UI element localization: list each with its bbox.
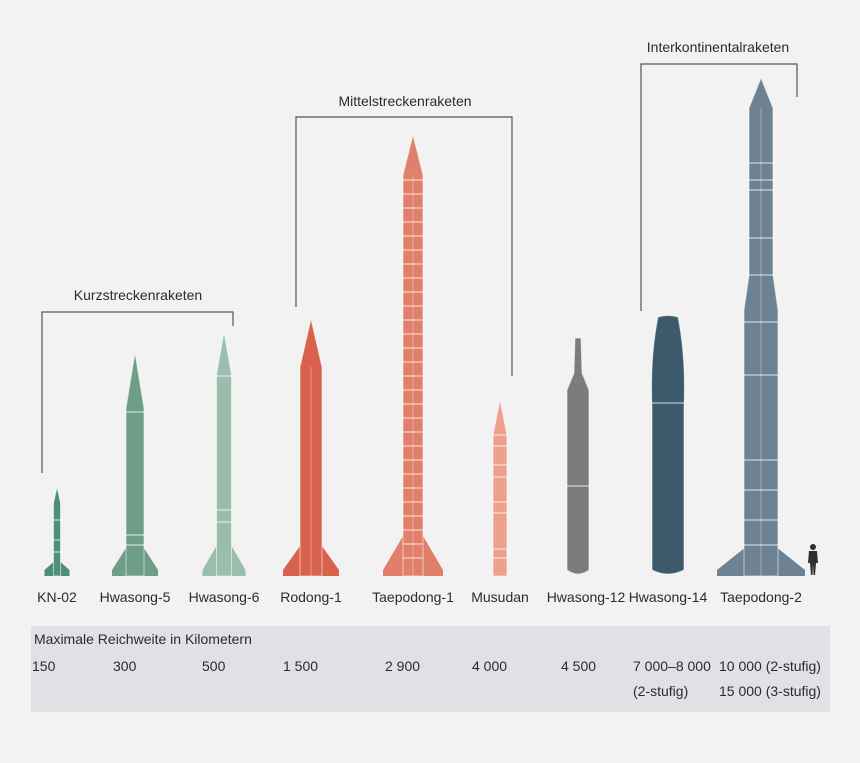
group-label-icbm: Interkontinentalraketen xyxy=(647,39,789,55)
range-value-kn-02: 150 xyxy=(32,658,56,674)
rocket-body xyxy=(216,332,232,576)
range-value-hwasong-14: 7 000–8 000 xyxy=(633,658,711,674)
rocket-fins xyxy=(112,548,158,576)
rocket-label-musudan: Musudan xyxy=(471,589,529,605)
rocket-body xyxy=(403,135,423,576)
bracket-short-range xyxy=(41,311,234,473)
rocket-label-taepodong-1: Taepodong-1 xyxy=(372,589,454,605)
rocket-fins xyxy=(202,546,246,576)
rocket-outline xyxy=(53,486,61,577)
rocket-label-kn-02: KN-02 xyxy=(37,589,77,605)
rocket-hwasong-6 xyxy=(202,331,246,577)
range-value-taepodong-1: 2 900 xyxy=(385,658,421,674)
rocket-label-hwasong-5: Hwasong-5 xyxy=(100,589,171,605)
bracket-icbm xyxy=(640,63,798,311)
rocket-outline xyxy=(743,76,779,577)
rocket-outline xyxy=(651,315,685,575)
rocket-hwasong-5 xyxy=(112,352,158,577)
range-panel: Maximale Reichweite in Kilometern 150 30… xyxy=(31,626,830,712)
rocket-body xyxy=(744,78,778,576)
rocket-label-taepodong-2: Taepodong-2 xyxy=(720,589,802,605)
range-value-musudan: 4 000 xyxy=(472,658,508,674)
rocket-fins xyxy=(44,562,70,576)
rocket-outline xyxy=(566,337,590,575)
rocket-body xyxy=(126,353,144,576)
rocket-fins xyxy=(717,546,805,576)
rocket-label-hwasong-14: Hwasong-14 xyxy=(629,589,708,605)
rocket-outline xyxy=(402,134,424,577)
group-label-short-range: Kurzstreckenraketen xyxy=(74,287,202,303)
range-value-hwasong-6: 500 xyxy=(202,658,226,674)
range-value-hwasong-12: 4 500 xyxy=(561,658,597,674)
rocket-hwasong-12 xyxy=(566,337,590,575)
rocket-taepodong-1 xyxy=(383,134,443,577)
rocket-hwasong-14 xyxy=(651,315,685,575)
rocket-outline xyxy=(216,331,232,577)
rocket-body xyxy=(53,487,61,576)
rocket-label-rodong-1: Rodong-1 xyxy=(280,589,342,605)
human-silhouette-icon xyxy=(808,544,818,575)
range-note-hwasong-14: (2-stufig) xyxy=(633,683,689,699)
rocket-outline xyxy=(299,318,323,577)
rocket-taepodong-2 xyxy=(717,76,805,577)
rocket-outline xyxy=(125,352,145,577)
range-note-taepodong-2: 15 000 (3-stufig) xyxy=(719,683,821,699)
rocket-fins xyxy=(383,536,443,576)
rocket-body xyxy=(651,315,685,574)
rocket-body xyxy=(493,400,507,576)
rocket-outline xyxy=(492,399,508,577)
rocket-body xyxy=(567,338,589,574)
rocket-kn-02 xyxy=(44,486,70,577)
range-value-rodong-1: 1 500 xyxy=(283,658,319,674)
range-value-taepodong-2: 10 000 (2-stufig) xyxy=(719,658,821,674)
rocket-label-hwasong-6: Hwasong-6 xyxy=(189,589,260,605)
group-label-medium-range: Mittelstreckenraketen xyxy=(338,93,471,109)
bracket-medium-range xyxy=(295,116,513,376)
rocket-group xyxy=(44,76,805,577)
range-panel-title: Maximale Reichweite in Kilometern xyxy=(34,631,252,647)
missile-diagram: Kurzstreckenraketen Mittelstreckenrakete… xyxy=(37,39,818,605)
rocket-musudan xyxy=(492,399,508,577)
range-value-hwasong-5: 300 xyxy=(113,658,137,674)
rocket-rodong-1 xyxy=(283,318,339,577)
rocket-fins xyxy=(283,546,339,576)
rocket-body xyxy=(300,319,322,576)
rocket-label-hwasong-12: Hwasong-12 xyxy=(547,589,626,605)
